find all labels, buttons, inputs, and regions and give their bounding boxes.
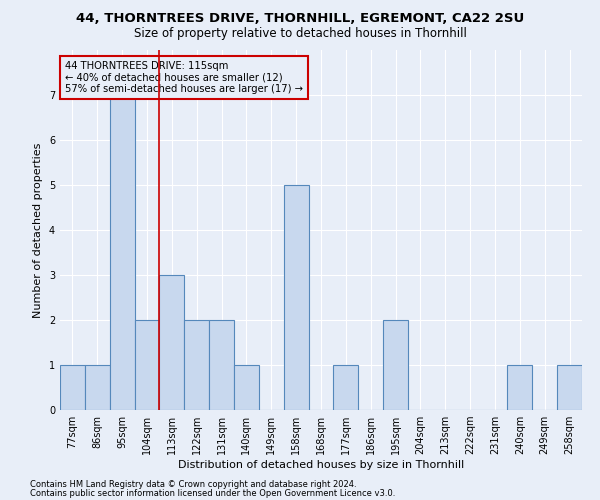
Bar — [110, 95, 134, 410]
Bar — [508, 365, 532, 410]
Bar — [334, 365, 358, 410]
Bar — [557, 365, 582, 410]
Bar — [160, 275, 184, 410]
X-axis label: Distribution of detached houses by size in Thornhill: Distribution of detached houses by size … — [178, 460, 464, 470]
Text: Size of property relative to detached houses in Thornhill: Size of property relative to detached ho… — [134, 28, 466, 40]
Bar — [209, 320, 234, 410]
Text: Contains public sector information licensed under the Open Government Licence v3: Contains public sector information licen… — [30, 488, 395, 498]
Text: 44 THORNTREES DRIVE: 115sqm
← 40% of detached houses are smaller (12)
57% of sem: 44 THORNTREES DRIVE: 115sqm ← 40% of det… — [65, 61, 303, 94]
Bar — [184, 320, 209, 410]
Y-axis label: Number of detached properties: Number of detached properties — [34, 142, 43, 318]
Bar — [134, 320, 160, 410]
Bar — [234, 365, 259, 410]
Bar — [85, 365, 110, 410]
Text: Contains HM Land Registry data © Crown copyright and database right 2024.: Contains HM Land Registry data © Crown c… — [30, 480, 356, 489]
Text: 44, THORNTREES DRIVE, THORNHILL, EGREMONT, CA22 2SU: 44, THORNTREES DRIVE, THORNHILL, EGREMON… — [76, 12, 524, 26]
Bar — [60, 365, 85, 410]
Bar — [383, 320, 408, 410]
Bar — [284, 185, 308, 410]
